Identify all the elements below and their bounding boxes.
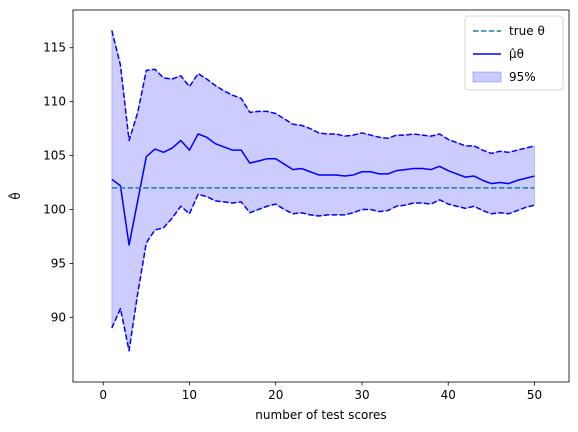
plot-area [111,30,535,352]
axes-frame [72,9,570,383]
lower-bound-line [111,193,535,352]
x-tick-label-10: 10 [182,388,197,402]
x-tick-label-0: 0 [99,388,107,402]
y-tick-label-110: 110 [43,95,66,109]
x-tick-label-40: 40 [441,388,456,402]
legend: true θ μ̂θ 95% [464,15,564,91]
legend-box [464,15,564,91]
legend-estimate-label: μ̂θ [509,47,524,61]
y-tick-label-90: 90 [51,310,66,324]
legend-true-label: true θ [509,24,545,38]
upper-bound-line [111,30,535,155]
x-tick-label-50: 50 [527,388,542,402]
x-tick-label-30: 30 [354,388,369,402]
axes: 0 10 20 30 40 50 90 95 100 105 110 115 [43,9,570,402]
x-axis-label: number of test scores [255,408,386,422]
legend-band-handle [472,71,502,83]
estimate-line [111,133,535,246]
y-tick-label-100: 100 [43,202,66,216]
x-tick-label-20: 20 [268,388,283,402]
y-tick-label-105: 105 [43,149,66,163]
y-tick-label-115: 115 [43,41,66,55]
y-tick-label-95: 95 [51,256,66,270]
y-axis-label: θ̂ [7,192,23,199]
legend-band-label: 95% [509,70,536,84]
